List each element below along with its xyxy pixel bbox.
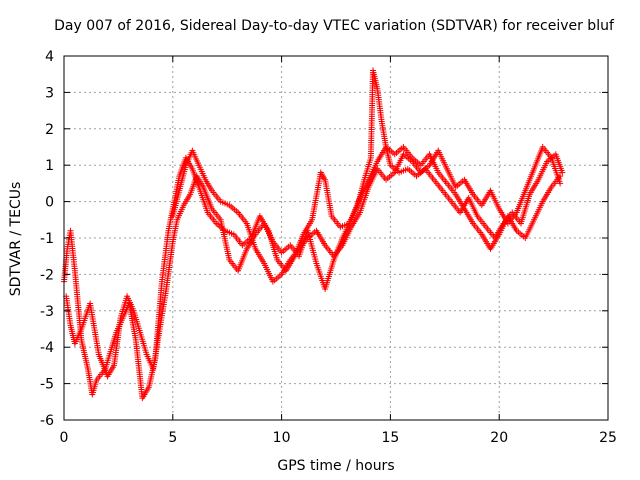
x-tick-label: 10 xyxy=(273,430,291,446)
y-tick-label: 1 xyxy=(45,158,54,174)
y-tick-label: -3 xyxy=(40,304,54,320)
x-tick-label: 5 xyxy=(168,430,177,446)
y-tick-label: -1 xyxy=(40,231,54,247)
chart-title: Day 007 of 2016, Sidereal Day-to-day VTE… xyxy=(54,18,615,34)
y-tick-label: 2 xyxy=(45,122,54,138)
data-point xyxy=(559,169,566,176)
y-tick-label: -4 xyxy=(40,340,54,356)
x-tick-label: 0 xyxy=(60,430,69,446)
y-tick-label: 4 xyxy=(45,49,54,65)
y-tick-label: -2 xyxy=(40,267,54,283)
grid-lines xyxy=(64,56,608,420)
y-tick-label: 0 xyxy=(45,195,54,211)
x-tick-label: 15 xyxy=(381,430,399,446)
y-axis-label: SDTVAR / TECUs xyxy=(8,182,24,297)
axis-ticks: 0 5 10 15 20 25 -6 -5 -4 -3 -2 -1 0 1 2 3 4 xyxy=(40,49,617,446)
data-points xyxy=(61,67,566,402)
y-tick-label: 3 xyxy=(45,85,54,101)
data-point xyxy=(557,180,564,187)
y-tick-label: -5 xyxy=(40,377,54,393)
x-axis-label: GPS time / hours xyxy=(277,458,394,474)
x-tick-label: 20 xyxy=(490,430,508,446)
y-tick-label: -6 xyxy=(40,413,54,429)
x-tick-label: 25 xyxy=(599,430,617,446)
